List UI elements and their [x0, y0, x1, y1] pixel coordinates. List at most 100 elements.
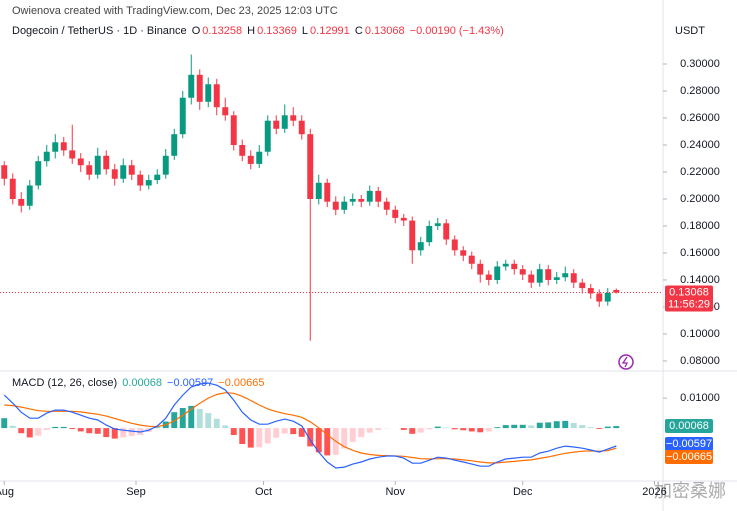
y-tick-label: 0.08000	[680, 355, 720, 367]
candle-body	[188, 74, 195, 98]
histogram-bar	[528, 425, 535, 429]
candle-body	[77, 158, 84, 166]
signal-value: −0.00665	[218, 377, 265, 389]
alert-icon[interactable]	[618, 354, 634, 370]
histogram-bar	[290, 428, 297, 435]
histogram-bar	[52, 426, 59, 429]
histogram-bar	[570, 423, 577, 429]
y-tick-label: 0.20000	[680, 193, 720, 205]
histogram-bar	[315, 428, 322, 453]
countdown: 11:56:29	[668, 298, 710, 310]
candle-body	[256, 151, 263, 164]
macd-line	[3, 382, 617, 469]
candle-body	[213, 84, 220, 108]
y-tick-label: 0.14000	[680, 274, 720, 286]
macd-tag-label: −0.00597	[666, 438, 712, 450]
candle-body	[171, 134, 178, 156]
candle-body	[137, 174, 144, 186]
candle-body	[315, 182, 322, 199]
signal-tag	[665, 450, 713, 465]
candle-body	[545, 269, 552, 280]
histogram-bar	[43, 428, 50, 430]
histogram-bar	[69, 428, 76, 429]
currency: USDT	[675, 25, 705, 37]
histogram-bar	[273, 428, 280, 438]
histogram-bar	[205, 413, 212, 429]
histogram-bar	[256, 428, 263, 448]
histogram-bar	[298, 428, 305, 437]
histogram-bar	[196, 408, 203, 429]
candle-body	[519, 269, 526, 275]
histogram-bar	[9, 425, 16, 429]
histogram-bar	[230, 428, 237, 435]
candle-body	[443, 223, 450, 240]
candle-body	[86, 165, 93, 175]
hist-tag	[665, 419, 713, 434]
change: −0.00190 (−1.43%)	[409, 25, 504, 37]
histogram-bar	[103, 428, 110, 438]
histogram-bar	[94, 428, 101, 434]
candle-body	[613, 289, 620, 293]
histogram-bar	[239, 428, 246, 444]
candle-body	[477, 263, 484, 275]
x-tick-label: Aug	[0, 486, 14, 498]
candle-body	[26, 185, 33, 206]
hist-tag-label: 0.00068	[669, 420, 709, 432]
candle-body	[52, 142, 59, 152]
candle-body	[307, 134, 314, 199]
histogram-bar	[434, 426, 441, 429]
ohlc-value: 0.13258	[202, 25, 243, 37]
histogram-bar	[502, 425, 509, 429]
histogram-bar	[222, 425, 229, 429]
candle-body	[222, 107, 229, 116]
candle-body	[366, 190, 373, 202]
candle-body	[128, 165, 135, 175]
histogram-bar	[213, 418, 220, 429]
y-tick-label: 0.28000	[680, 85, 720, 97]
histogram-bar	[179, 408, 186, 429]
y-tick-label: 0.22000	[680, 166, 720, 178]
candle-body	[9, 178, 16, 199]
candle-body	[205, 84, 212, 102]
candle-body	[502, 263, 509, 267]
candle-body	[324, 182, 331, 202]
y-tick-label: 0.30000	[680, 58, 720, 70]
x-tick-label: Dec	[513, 486, 533, 498]
hist-value: 0.00068	[122, 377, 162, 389]
credit: Owienova created with TradingView.com, D…	[12, 5, 338, 17]
candle-body	[349, 198, 356, 202]
candle-body	[230, 115, 237, 145]
price-tag-label: 0.13068	[669, 286, 709, 298]
histogram-bar	[545, 422, 552, 429]
candle-body	[332, 201, 339, 210]
candle-body	[94, 155, 101, 175]
candle-body	[358, 198, 365, 202]
legend-row: Dogecoin / TetherUS · 1D · Binance O 0.13…	[12, 25, 506, 37]
candle-body	[553, 277, 560, 280]
histogram-bar	[60, 426, 67, 429]
histogram-bar	[111, 428, 118, 439]
alert-icon-bolt	[621, 356, 629, 368]
histogram-bar	[485, 428, 492, 432]
ohlc-value: 0.13369	[257, 25, 297, 37]
candle-body	[409, 220, 416, 251]
histogram-bar	[426, 428, 433, 430]
candle-body	[103, 155, 110, 170]
candle-body	[18, 198, 25, 206]
ohlc-label: H	[247, 25, 256, 37]
histogram-bar	[604, 426, 611, 429]
candle-body	[604, 292, 611, 302]
histogram-bar	[468, 428, 475, 432]
histogram-bar	[451, 428, 458, 430]
candle-body	[1, 165, 8, 179]
candle-body	[120, 165, 127, 179]
candle-body	[35, 161, 42, 186]
histogram-bar	[596, 428, 603, 429]
candle-body	[417, 242, 424, 251]
candle-body	[579, 282, 586, 289]
histogram-bar	[366, 428, 373, 433]
candle-body	[290, 115, 297, 121]
histogram-bar	[324, 428, 331, 456]
symbol: Dogecoin / TetherUS · 1D · Binance	[12, 25, 187, 37]
